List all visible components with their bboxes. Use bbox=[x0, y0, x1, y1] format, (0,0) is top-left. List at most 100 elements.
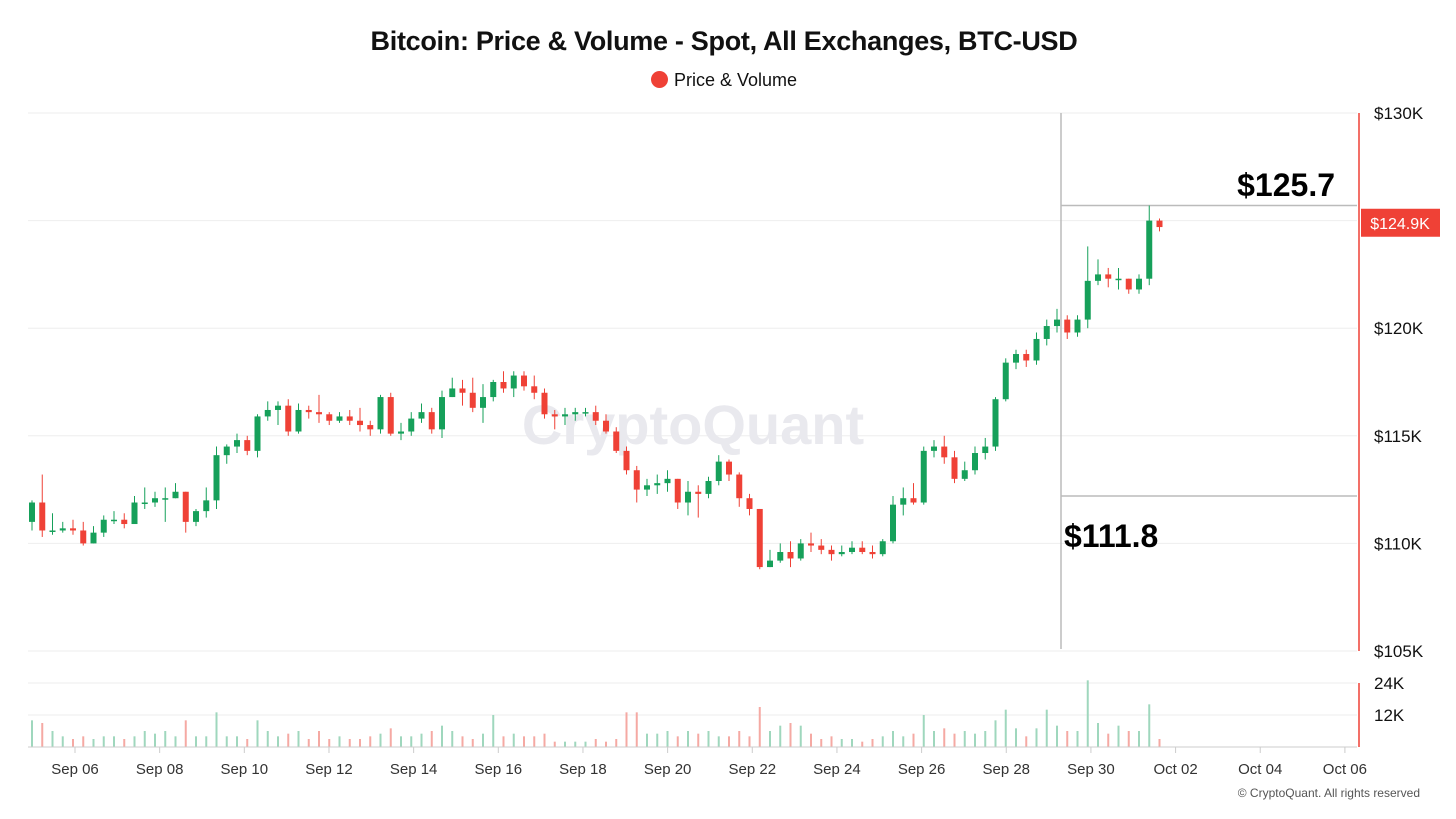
candle-body bbox=[603, 420, 609, 432]
volume-bar bbox=[523, 736, 525, 747]
candle-body bbox=[1115, 278, 1122, 281]
volume-bar bbox=[584, 741, 587, 747]
candle-body bbox=[920, 450, 927, 503]
x-tick-label: Sep 20 bbox=[644, 761, 692, 778]
volume-bar bbox=[512, 733, 515, 747]
candle-body bbox=[849, 547, 855, 553]
volume-bar bbox=[881, 736, 884, 747]
copyright: © CryptoQuant. All rights reserved bbox=[1237, 786, 1420, 800]
candle-body bbox=[439, 397, 445, 430]
volume-bar bbox=[461, 736, 464, 747]
candle-body bbox=[1074, 319, 1081, 333]
candle-body bbox=[1064, 319, 1071, 333]
candle-body bbox=[39, 502, 46, 531]
chart-legend[interactable]: Price & Volume bbox=[0, 70, 1448, 91]
volume-bar bbox=[307, 739, 310, 747]
current-price-tag bbox=[1361, 208, 1440, 237]
candle-body bbox=[510, 375, 517, 389]
volume-bar bbox=[564, 741, 566, 747]
volume-bar bbox=[615, 739, 618, 747]
volume-bar bbox=[666, 731, 669, 747]
candle-body bbox=[1002, 362, 1009, 400]
candle-body bbox=[234, 440, 240, 447]
candle-body bbox=[193, 511, 199, 522]
candle-body bbox=[162, 498, 169, 500]
volume-bar bbox=[113, 736, 115, 747]
candle-body bbox=[90, 532, 97, 544]
volume-bar bbox=[1025, 736, 1028, 747]
volume-bar bbox=[1035, 728, 1038, 747]
candle-body bbox=[797, 543, 804, 559]
volume-bar bbox=[738, 731, 741, 747]
volume-bar bbox=[1056, 725, 1058, 747]
volume-bar bbox=[1004, 709, 1007, 747]
volume-bar bbox=[379, 733, 382, 747]
axis-labels: $130K $120K $115K $110K $105K 24K 12K $124.9K Se… bbox=[51, 104, 1440, 778]
candle-body bbox=[613, 431, 620, 451]
candle-body bbox=[326, 414, 333, 421]
candle-body bbox=[70, 528, 76, 531]
candle-body bbox=[141, 502, 148, 505]
candle-body bbox=[879, 541, 886, 555]
volume-bar bbox=[266, 731, 269, 747]
candle-body bbox=[1125, 278, 1132, 290]
candle-body bbox=[377, 397, 384, 430]
current-price-label: $124.9K bbox=[1370, 216, 1430, 233]
candle-body bbox=[408, 418, 415, 432]
volume-bar bbox=[984, 731, 987, 747]
volume-bar bbox=[1107, 733, 1110, 747]
candle-body bbox=[254, 416, 261, 451]
candle-body bbox=[674, 478, 681, 503]
volume-bar bbox=[400, 736, 402, 747]
candle-body bbox=[961, 470, 968, 479]
volume-bar bbox=[676, 736, 679, 747]
candle-body bbox=[398, 431, 404, 434]
volume-bar bbox=[41, 723, 44, 747]
volume-bar bbox=[799, 725, 802, 747]
candle-body bbox=[982, 446, 989, 454]
candle-body bbox=[285, 405, 292, 432]
volume-bar bbox=[359, 739, 361, 747]
candle-body bbox=[264, 409, 271, 417]
legend-label: Price & Volume bbox=[673, 70, 798, 90]
volume-bar bbox=[687, 731, 689, 747]
volume-bars bbox=[31, 680, 1161, 747]
volume-bar bbox=[1158, 739, 1161, 747]
candle-body bbox=[685, 491, 691, 503]
candle-body bbox=[295, 409, 302, 432]
candle-body bbox=[900, 498, 907, 505]
candle-body bbox=[1136, 278, 1142, 290]
candle-body bbox=[49, 530, 56, 532]
candle-body bbox=[29, 502, 35, 522]
candle-body bbox=[941, 446, 948, 458]
candle-body bbox=[890, 504, 896, 542]
volume-bar bbox=[994, 720, 997, 747]
candle-body bbox=[859, 547, 866, 553]
volume-bar bbox=[789, 723, 792, 747]
candle-body bbox=[336, 416, 343, 421]
candle-body bbox=[736, 474, 743, 499]
volume-bar bbox=[656, 733, 659, 747]
volume-bar bbox=[348, 739, 351, 747]
volume-bar bbox=[195, 736, 197, 747]
candle-body bbox=[418, 412, 425, 419]
volume-bar bbox=[102, 736, 105, 747]
candle-body bbox=[1013, 354, 1019, 363]
candle-body bbox=[828, 549, 835, 555]
volume-bar bbox=[851, 739, 853, 747]
candle-body bbox=[1146, 220, 1153, 279]
candle-body bbox=[275, 405, 281, 410]
volume-bar bbox=[1076, 731, 1079, 747]
candle-body bbox=[582, 412, 589, 414]
x-tick-label: Sep 06 bbox=[51, 761, 99, 778]
candle-body bbox=[562, 414, 568, 417]
volume-bar bbox=[482, 733, 484, 747]
candle-body bbox=[818, 545, 825, 550]
y-tick-label: $130K bbox=[1374, 104, 1424, 123]
candle-body bbox=[1095, 274, 1101, 281]
grid-lines bbox=[28, 112, 1357, 716]
candle-body bbox=[316, 412, 322, 415]
volume-bar bbox=[1097, 723, 1099, 747]
volume-bar bbox=[974, 733, 976, 747]
